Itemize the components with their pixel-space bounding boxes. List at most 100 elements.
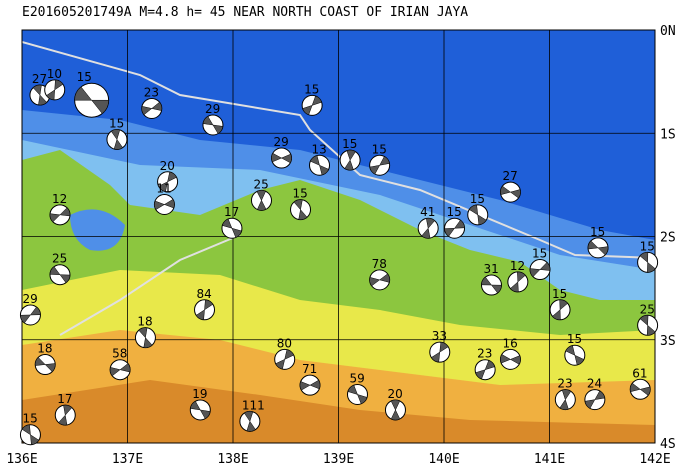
depth-label: 11 (156, 181, 171, 195)
depth-label: 15 (447, 205, 462, 219)
depth-label: 111 (242, 398, 265, 412)
compression (158, 171, 177, 192)
compression (565, 345, 585, 366)
depth-label: 25 (253, 177, 268, 191)
focal-mechanism (44, 79, 66, 101)
focal-mechanism (74, 82, 110, 118)
compression (444, 219, 465, 237)
compression (190, 400, 211, 420)
compression (481, 276, 502, 294)
depth-label: 13 (312, 142, 327, 156)
compression (256, 190, 267, 211)
compression (109, 363, 131, 377)
focal-mechanism (202, 114, 224, 136)
compression (468, 204, 487, 226)
compression (310, 155, 329, 176)
x-tick-label: 142E (639, 452, 670, 467)
focal-mechanism (499, 181, 521, 203)
depth-label: 18 (37, 342, 52, 356)
focal-mechanism (157, 171, 179, 193)
y-tick-label: 1S (660, 127, 676, 142)
depth-label: 15 (22, 412, 37, 426)
compression (552, 299, 569, 321)
depth-label: 12 (52, 192, 67, 206)
compression (202, 116, 224, 134)
compression (195, 299, 214, 321)
focal-mechanism (309, 154, 331, 176)
depth-label: 15 (640, 239, 655, 253)
focal-mechanism (369, 154, 391, 176)
depth-label: 20 (387, 387, 402, 401)
depth-label: 80 (277, 336, 292, 350)
compression (271, 152, 292, 164)
focal-mechanism (564, 344, 586, 366)
depth-label: 15 (109, 116, 124, 130)
x-tick-label: 140E (428, 452, 459, 467)
depth-label: 18 (137, 315, 152, 329)
compression (430, 341, 449, 363)
x-tick-label: 141E (534, 452, 565, 467)
focal-mechanism (637, 251, 659, 273)
depth-label: 25 (640, 302, 655, 316)
y-tick-label: 0N (660, 24, 676, 39)
compression (421, 217, 436, 239)
compression (138, 327, 153, 348)
depth-label: 31 (483, 262, 498, 276)
focal-mechanism (194, 299, 216, 321)
depth-label: 41 (420, 205, 435, 219)
compression (369, 156, 390, 175)
y-tick-label: 3S (660, 334, 676, 349)
focal-mechanism (417, 217, 439, 239)
compression (629, 382, 651, 396)
focal-mechanism (429, 341, 451, 363)
focal-mechanism (153, 193, 175, 215)
depth-label: 10 (47, 67, 62, 81)
focal-mechanism (49, 264, 71, 286)
focal-mechanism (134, 327, 156, 349)
focal-mechanism (109, 359, 131, 381)
compression (639, 315, 656, 336)
focal-mechanism (54, 404, 76, 426)
x-tick-label: 139E (323, 452, 354, 467)
compression (347, 384, 368, 405)
depth-label: 23 (144, 85, 159, 99)
compression (344, 149, 356, 171)
depth-label: 23 (557, 377, 572, 391)
compression (58, 404, 73, 426)
focal-mechanism (587, 237, 609, 259)
focal-mechanism (301, 94, 323, 116)
compression (639, 252, 656, 273)
focal-mechanism (584, 389, 606, 411)
focal-mechanism (106, 128, 128, 150)
compression (587, 240, 609, 256)
depth-label: 15 (304, 82, 319, 96)
focal-mechanism (507, 271, 529, 293)
focal-mechanism (346, 383, 368, 405)
compression (302, 95, 322, 116)
focal-mechanism (369, 269, 391, 291)
depth-label: 15 (590, 225, 605, 239)
compression (32, 84, 48, 106)
focal-mechanism (299, 374, 321, 396)
depth-label: 29 (22, 292, 37, 306)
depth-label: 15 (552, 287, 567, 301)
depth-label: 15 (470, 192, 485, 206)
focal-mechanism (221, 217, 243, 239)
focal-mechanism (384, 399, 406, 421)
depth-label: 17 (224, 205, 239, 219)
depth-label: 23 (477, 347, 492, 361)
focal-mechanism (629, 378, 651, 400)
compression (154, 198, 175, 210)
compression (141, 101, 163, 116)
focal-mechanism (239, 410, 261, 432)
depth-label: 15 (532, 247, 547, 261)
depth-label: 27 (32, 72, 47, 86)
focal-mechanism (274, 348, 296, 370)
focal-mechanism (271, 147, 293, 169)
depth-label: 71 (302, 362, 317, 376)
compression (500, 354, 521, 365)
focal-mechanism (637, 314, 659, 336)
x-tick-label: 138E (217, 452, 248, 467)
depth-label: 25 (52, 252, 67, 266)
